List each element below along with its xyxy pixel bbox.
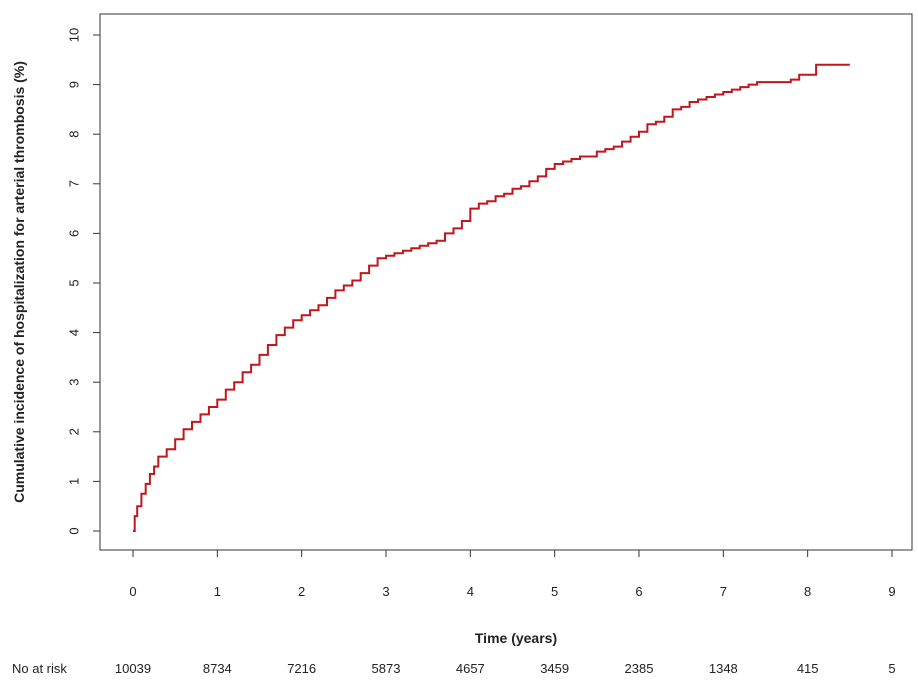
y-tick-label: 1: [66, 478, 81, 485]
risk-value: 7216: [287, 661, 316, 676]
x-tick-label: 5: [551, 584, 558, 599]
x-tick-label: 9: [888, 584, 895, 599]
x-tick-label: 2: [298, 584, 305, 599]
x-tick-label: 3: [382, 584, 389, 599]
risk-value: 1348: [709, 661, 738, 676]
x-tick-label: 6: [635, 584, 642, 599]
risk-table-values: 10039 8734 7216 5873 4657 3459 2385 1348 415 5: [115, 661, 896, 676]
y-tick-label: 0: [66, 527, 81, 534]
cumulative-incidence-line: [133, 63, 850, 532]
risk-value: 2385: [625, 661, 654, 676]
y-tick-label: 9: [66, 81, 81, 88]
y-axis-title: Cumulative incidence of hospitalization …: [11, 61, 27, 503]
y-tick-label: 7: [66, 180, 81, 187]
x-tick-label: 7: [720, 584, 727, 599]
y-tick-label: 3: [66, 379, 81, 386]
plot-frame: [99, 13, 913, 551]
y-axis: 0 1 2 3 4 5 6 7 8 9 10: [66, 28, 101, 535]
risk-value: 8734: [203, 661, 232, 676]
x-tick-label: 8: [804, 584, 811, 599]
y-tick-label: 6: [66, 230, 81, 237]
y-tick-label: 2: [66, 428, 81, 435]
x-axis: 0 1 2 3 4 5 6 7 8 9: [129, 549, 896, 599]
risk-value: 5: [888, 661, 895, 676]
risk-value: 3459: [540, 661, 569, 676]
y-tick-label: 8: [66, 131, 81, 138]
risk-value: 4657: [456, 661, 485, 676]
risk-table-label: No at risk: [12, 661, 67, 676]
risk-value: 415: [797, 661, 819, 676]
y-tick-label: 4: [66, 329, 81, 336]
y-tick-label: 10: [66, 28, 81, 42]
x-tick-label: 4: [467, 584, 474, 599]
x-tick-label: 1: [214, 584, 221, 599]
x-tick-label: 0: [129, 584, 136, 599]
x-axis-title: Time (years): [475, 630, 557, 646]
risk-value: 10039: [115, 661, 151, 676]
y-tick-label: 5: [66, 279, 81, 286]
risk-value: 5873: [372, 661, 401, 676]
